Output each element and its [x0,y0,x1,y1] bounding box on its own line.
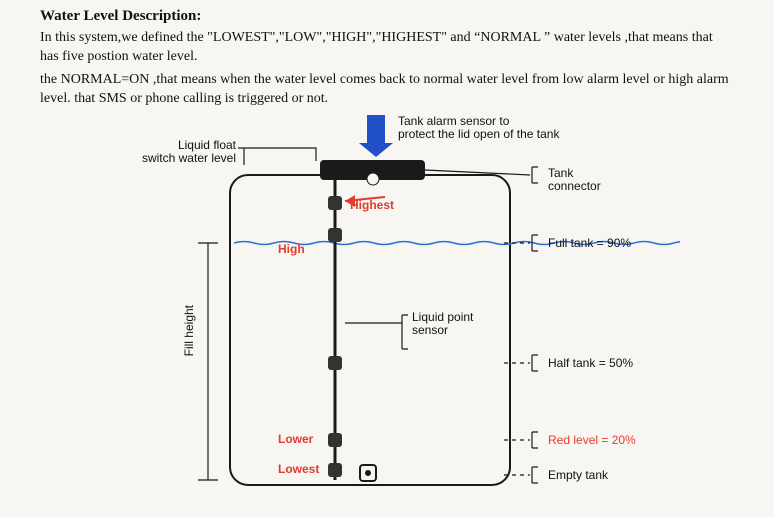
label-red-level: Red level = 20% [548,434,636,448]
lid-port-icon [367,173,379,185]
bracket-half [532,355,538,371]
paragraph-2: the NORMAL=ON ,that means when the water… [40,71,734,109]
label-float-switch-line2: switch water level [142,151,236,165]
sensor-highest [328,196,342,210]
sensor-high [328,228,342,242]
label-alarm-line1: Tank alarm sensor to [398,114,509,128]
label-liquid-point-line1: Liquid point [412,310,473,324]
tank-diagram: Liquid float switch water level Fill hei… [120,115,680,505]
bottom-sensor-dot [365,470,371,476]
label-liquid-point-sensor: Liquid point sensor [412,311,473,339]
bracket-empty [532,467,538,483]
section-heading: Water Level Description: [40,8,734,25]
label-lowest: Lowest [278,463,319,477]
sensor-half [328,356,342,370]
label-half-tank: Half tank = 50% [548,357,633,371]
arrow-down-icon [359,115,393,157]
bracket-red [532,432,538,448]
label-tank-connector: Tank connector [548,167,601,195]
label-alarm-line2: protect the lid open of the tank [398,127,559,141]
bracket-float-switch [238,148,316,165]
label-highest: Highest [350,199,394,213]
label-tank-connector-line1: Tank [548,166,573,180]
label-liquid-point-line2: sensor [412,323,448,337]
bracket-tank-connector [532,167,538,183]
label-float-switch: Liquid float switch water level [136,139,236,167]
label-high: High [278,243,305,257]
bracket-liquid-point [345,315,408,349]
label-tank-connector-line2: connector [548,179,601,193]
paragraph-1: In this system,we defined the "LOWEST","… [40,29,734,67]
label-empty-tank: Empty tank [548,469,608,483]
label-lower: Lower [278,433,313,447]
label-alarm-sensor: Tank alarm sensor to protect the lid ope… [398,115,559,143]
sensor-lowest [328,463,342,477]
label-float-switch-line1: Liquid float [178,138,236,152]
label-full-tank: Full tank = 90% [548,237,631,251]
label-fill-height: Fill height [182,305,196,356]
sensor-lower [328,433,342,447]
